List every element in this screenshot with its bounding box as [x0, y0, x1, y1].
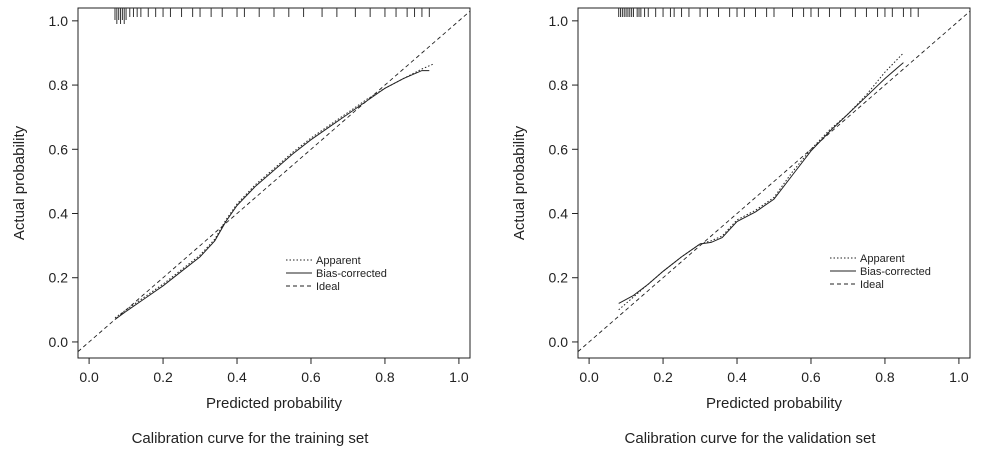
y-axis-title: Actual probability	[11, 125, 28, 240]
chart-title-validation: Calibration curve for the validation set	[624, 430, 876, 447]
series-line-bias-corrected	[618, 62, 904, 304]
legend-label: Ideal	[860, 279, 884, 291]
chart-title-training: Calibration curve for the training set	[131, 430, 369, 447]
x-tick-label: 0.2	[153, 369, 173, 385]
y-axis-title: Actual probability	[511, 125, 528, 240]
series-line-ideal	[77, 10, 471, 352]
plot-frame	[577, 7, 971, 359]
legend-label: Bias-corrected	[316, 268, 387, 280]
y-tick-label: 0.8	[549, 77, 569, 93]
legend-label: Ideal	[316, 281, 340, 293]
x-tick-label: 1.0	[449, 369, 469, 385]
y-tick-label: 0.6	[49, 141, 69, 157]
x-axis-title: Predicted probability	[706, 395, 842, 412]
x-tick-label: 0.4	[227, 369, 247, 385]
x-tick-label: 1.0	[949, 369, 969, 385]
x-tick-label: 0.8	[375, 369, 395, 385]
x-tick-label: 0.8	[875, 369, 895, 385]
series-line-ideal	[577, 10, 971, 352]
calibration-plot-training: 0.0 0.2 0.4 0.6 0.8 1.0 0.0 0.2 0.4 0.6 0.8 1.0 Pred…	[11, 7, 471, 447]
y-tick-label: 0.4	[49, 206, 69, 222]
calibration-plot-validation: 0.0 0.2 0.4 0.6 0.8 1.0 0.0 0.2 0.4 0.6 0.8 1.0 Pred…	[500, 0, 1000, 453]
y-tick-label: 0.0	[549, 334, 569, 350]
validation-calibration-chart: 0.0 0.2 0.4 0.6 0.8 1.0 0.0 0.2 0.4 0.6 0.8 1.0 Pred…	[511, 7, 971, 412]
x-axis-title: Predicted probability	[206, 395, 342, 412]
training-calibration-chart: 0.0 0.2 0.4 0.6 0.8 1.0 0.0 0.2 0.4 0.6 0.8 1.0 Pred…	[11, 7, 471, 412]
x-tick-label: 0.6	[801, 369, 821, 385]
x-tick-label: 0.2	[653, 369, 673, 385]
y-tick-label: 1.0	[49, 13, 69, 29]
legend-label: Bias-corrected	[860, 266, 931, 278]
y-tick-label: 1.0	[549, 13, 569, 29]
y-tick-label: 0.2	[549, 270, 569, 286]
y-tick-label: 0.0	[49, 334, 69, 350]
legend-label: Apparent	[316, 255, 361, 267]
y-tick-label: 0.4	[549, 206, 569, 222]
x-tick-label: 0.0	[579, 369, 599, 385]
series-line-bias-corrected	[114, 70, 430, 320]
y-tick-label: 0.2	[49, 270, 69, 286]
y-tick-label: 0.8	[49, 77, 69, 93]
y-tick-label: 0.6	[549, 141, 569, 157]
legend-label: Apparent	[860, 253, 905, 265]
plot-frame	[77, 7, 471, 359]
x-tick-label: 0.4	[727, 369, 747, 385]
x-tick-label: 0.6	[301, 369, 321, 385]
x-tick-label: 0.0	[79, 369, 99, 385]
